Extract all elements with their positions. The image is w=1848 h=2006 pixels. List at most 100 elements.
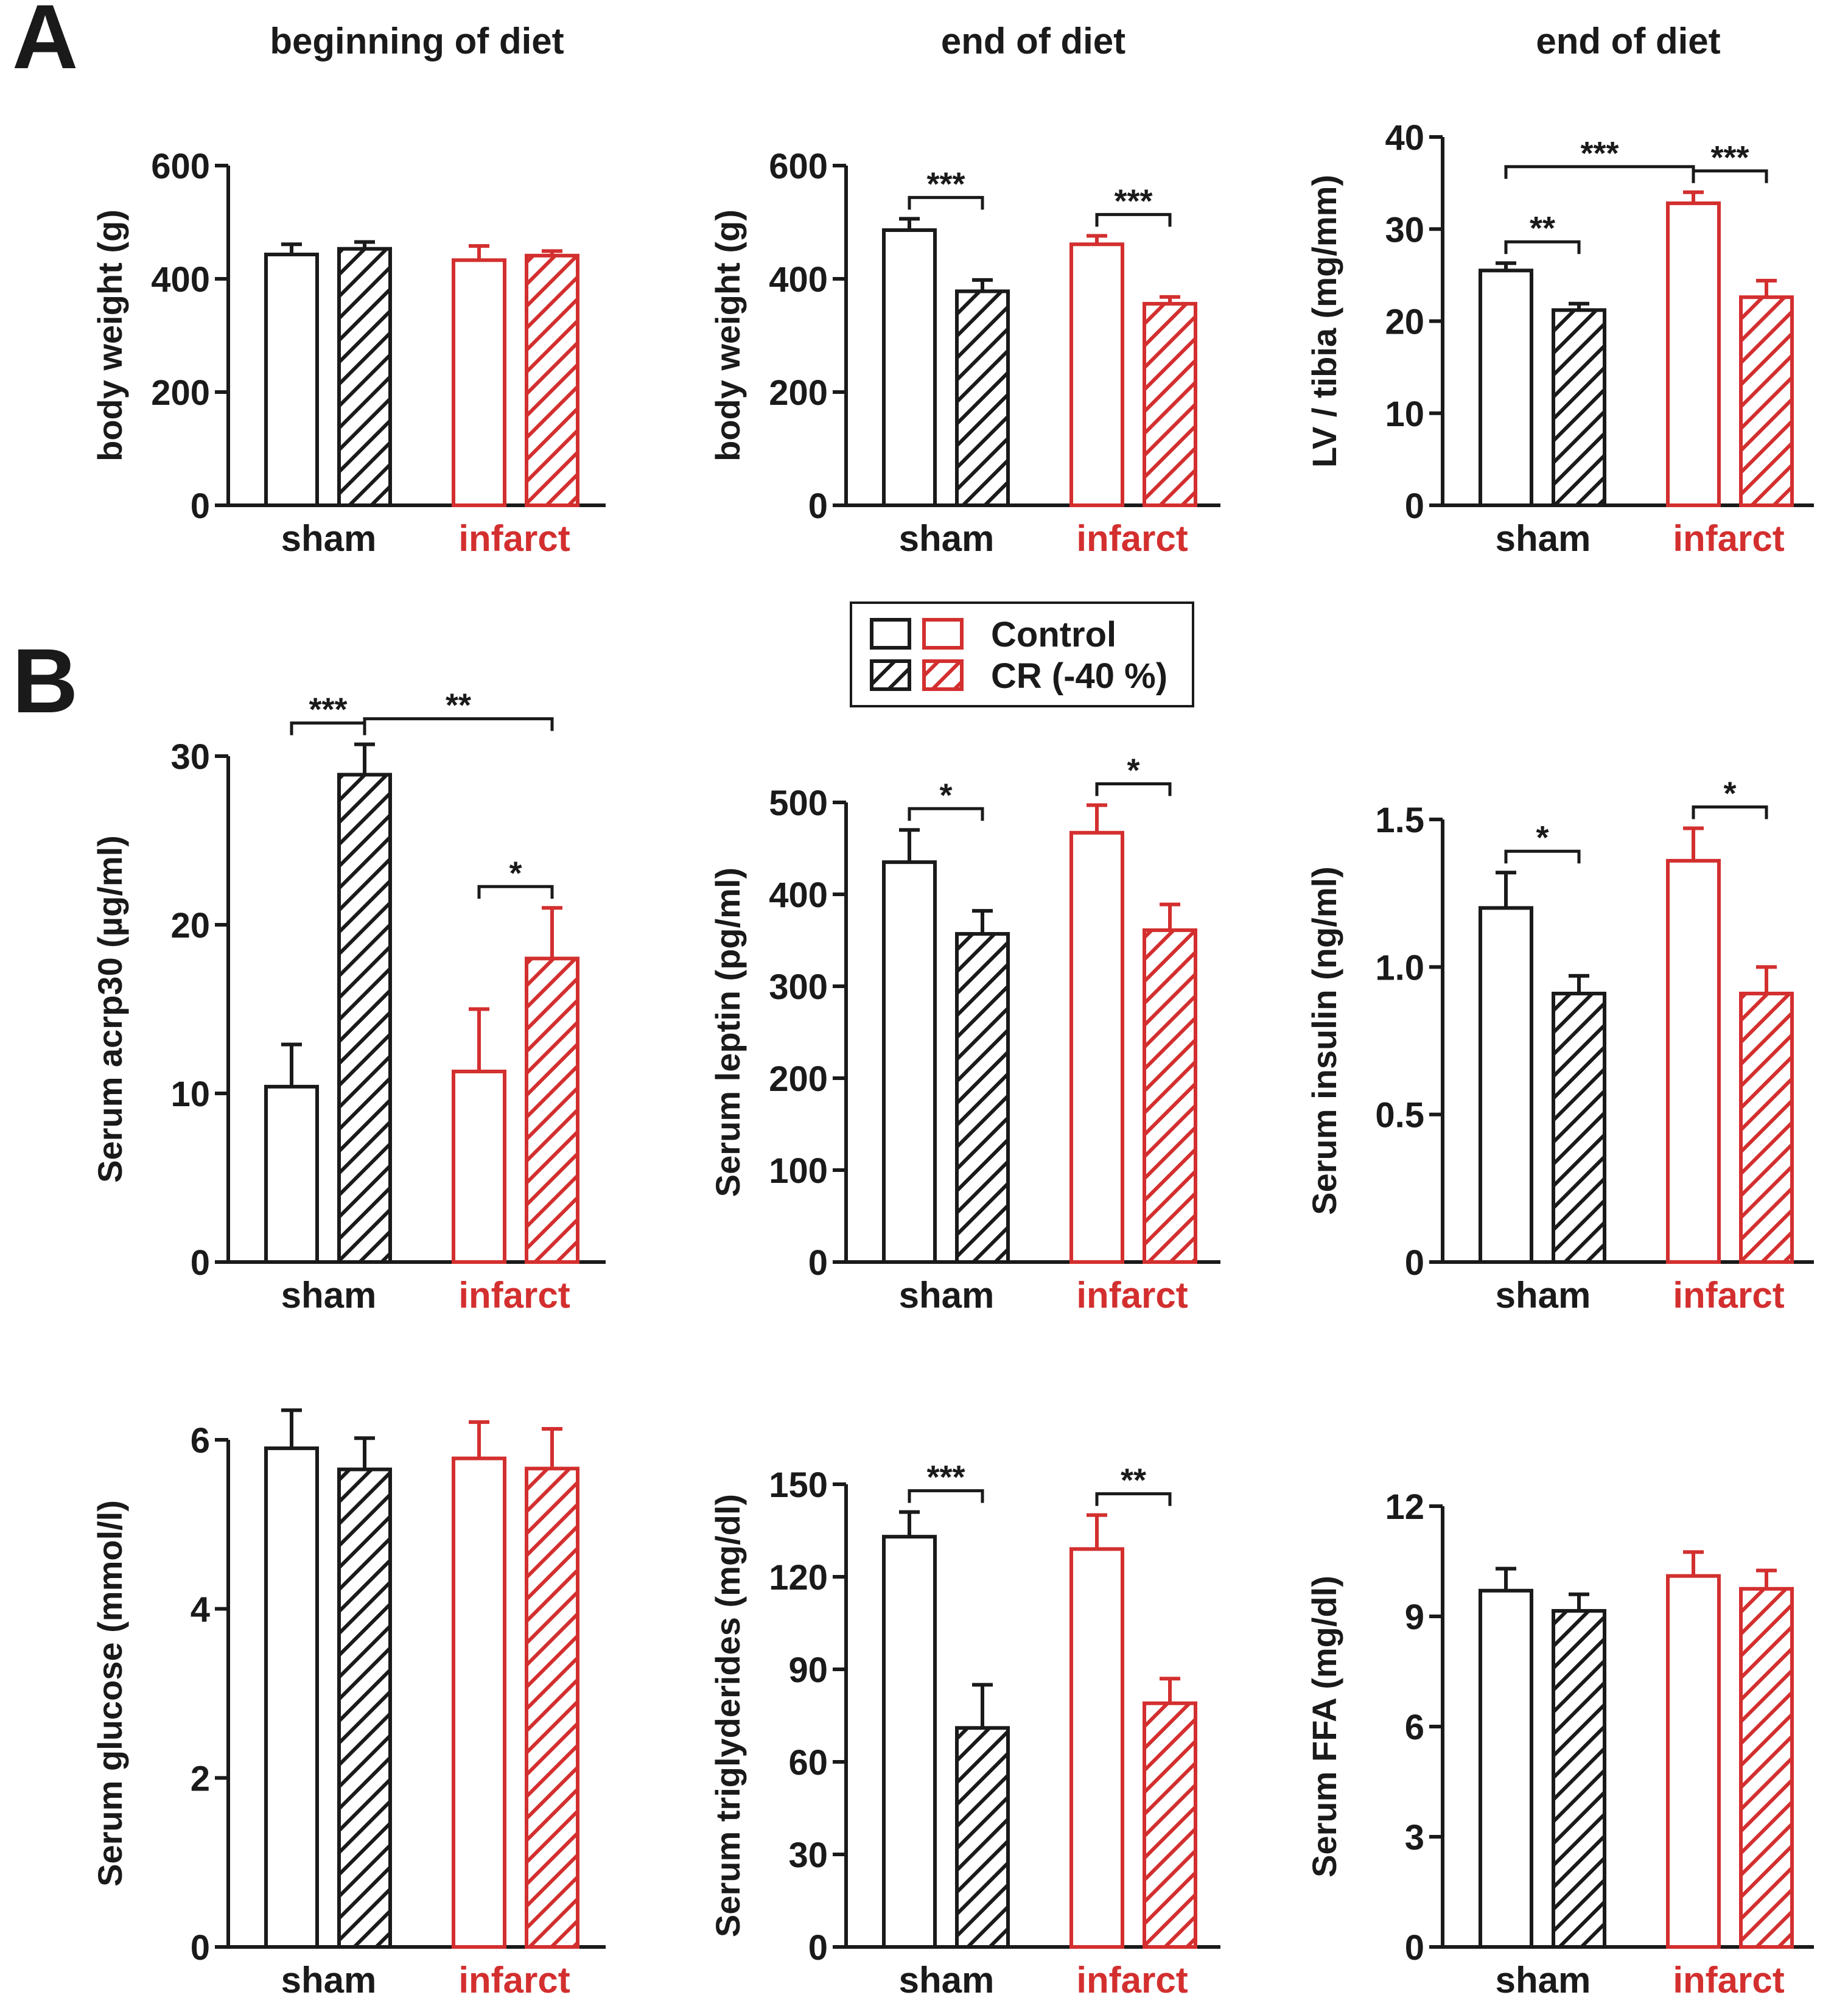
y-axis-label: body weight (g) (709, 209, 747, 461)
chart-1: beginning of diet 0 200 400 600 body weight (… (91, 21, 606, 559)
legend-control-label: Control (991, 615, 1116, 654)
bar-sham-control (1479, 268, 1533, 507)
y-tick-label: 600 (769, 147, 828, 186)
significance-label: * (509, 855, 522, 891)
bar-infarct-control (452, 1456, 506, 1949)
y-tick-label: 0 (808, 1928, 828, 1968)
significance-bracket (1692, 169, 1768, 183)
bar-sham-control (1479, 906, 1533, 1264)
x-group-label-sham: sham (1496, 518, 1591, 559)
significance-bracket (363, 717, 554, 731)
bar-sham-cr (955, 289, 1010, 507)
y-tick-label: 20 (1385, 303, 1424, 342)
x-group-label-sham: sham (281, 518, 377, 559)
y-tick-label: 0 (808, 1243, 828, 1283)
y-tick-label: 100 (769, 1151, 828, 1191)
y-tick-label: 0 (1405, 1928, 1424, 1968)
y-axis-label: Serum FFA (mg/dl) (1305, 1576, 1343, 1878)
bar-sham-control (264, 253, 319, 507)
bar-sham-cr (337, 773, 392, 1264)
legend-swatch-control-red (922, 618, 964, 650)
significance-label: *** (1710, 139, 1749, 176)
y-axis-label: Serum triglyderides (mg/dl) (709, 1494, 747, 1937)
y-tick-label: 30 (1385, 210, 1424, 250)
y-tick-label: 60 (788, 1743, 828, 1783)
chart-3: end of diet 0 10 20 30 40 LV / tibia (mg/mm) sh… (1305, 21, 1814, 559)
significance-bracket (477, 885, 554, 899)
y-tick-label: 3 (1405, 1818, 1424, 1857)
y-tick-label: 400 (769, 260, 828, 300)
y-tick-label: 0 (191, 1243, 210, 1283)
significance-label: ** (446, 687, 471, 724)
x-group-label-infarct: infarct (458, 1275, 570, 1316)
bar-infarct-cr (1739, 1587, 1794, 1949)
bar-infarct-cr (1739, 295, 1794, 507)
x-group-label-infarct: infarct (1673, 518, 1784, 559)
significance-label: * (1127, 752, 1139, 789)
significance-label: * (1723, 776, 1736, 812)
y-tick-label: 6 (1405, 1708, 1424, 1747)
y-axis-label: Serum leptin (pg/ml) (709, 868, 747, 1197)
chart-title: end of diet (1536, 21, 1720, 61)
chart-9: 0 3 6 9 12 Serum FFA (mg/dl) sham infarct (1305, 1487, 1814, 2001)
x-group-label-infarct: infarct (1076, 518, 1188, 559)
bar-infarct-cr (1143, 1701, 1197, 1949)
significance-label: *** (1580, 135, 1619, 172)
bar-infarct-control (1069, 830, 1124, 1264)
bar-infarct-control (1666, 1574, 1721, 1949)
y-tick-label: 40 (1385, 118, 1424, 158)
bar-infarct-control (1069, 242, 1124, 507)
y-tick-label: 1.5 (1375, 801, 1424, 840)
significance-bracket (1095, 1492, 1172, 1506)
y-tick-label: 600 (151, 147, 210, 186)
x-group-label-sham: sham (899, 1275, 995, 1316)
y-tick-label: 6 (191, 1421, 210, 1461)
panel-label-b: B (12, 630, 78, 732)
bar-infarct-cr (525, 253, 579, 507)
bar-sham-cr (337, 1467, 392, 1949)
x-group-label-infarct: infarct (1076, 1960, 1188, 2001)
significance-label: *** (926, 166, 965, 202)
legend-cr-label: CR (-40 %) (991, 656, 1167, 696)
bar-infarct-cr (1739, 991, 1794, 1264)
x-group-label-sham: sham (1496, 1960, 1591, 2001)
bar-sham-cr (337, 247, 392, 507)
y-tick-label: 200 (769, 1059, 828, 1099)
legend: Control CR (-40 %) (850, 601, 1194, 707)
x-group-label-infarct: infarct (1673, 1960, 1784, 2001)
bar-sham-cr (1552, 308, 1606, 507)
bar-sham-control (882, 228, 937, 507)
y-tick-label: 200 (769, 373, 828, 413)
significance-bracket (1504, 240, 1581, 254)
y-tick-label: 120 (769, 1558, 828, 1597)
y-tick-label: 200 (151, 373, 210, 413)
chart-2: end of diet 0 200 400 600 body weight (g) sham… (709, 21, 1220, 559)
panel-label-a: A (12, 0, 78, 88)
chart-title: beginning of diet (270, 21, 564, 61)
significance-label: ** (1121, 1462, 1146, 1499)
significance-label: *** (1114, 183, 1152, 219)
y-axis-label: Serum glucose (mmol/l) (91, 1500, 129, 1887)
bar-sham-control (264, 1446, 319, 1949)
bar-sham-cr (1552, 991, 1606, 1264)
bar-sham-cr (955, 1726, 1010, 1949)
x-group-label-sham: sham (281, 1960, 377, 2001)
y-tick-label: 2 (191, 1759, 210, 1798)
y-tick-label: 12 (1385, 1487, 1424, 1527)
chart-5: 0 100 200 300 400 500 Serum leptin (pg/ml) sham… (709, 752, 1220, 1316)
x-group-label-infarct: infarct (1076, 1275, 1188, 1316)
bar-infarct-control (1069, 1547, 1124, 1949)
y-tick-label: 0 (191, 486, 210, 526)
bar-sham-control (882, 860, 937, 1264)
bar-infarct-control (452, 1069, 506, 1264)
bar-infarct-cr (1143, 301, 1197, 507)
y-tick-label: 0.5 (1375, 1096, 1424, 1135)
x-group-label-sham: sham (281, 1275, 377, 1316)
bar-infarct-cr (525, 956, 579, 1264)
bar-sham-cr (1552, 1608, 1606, 1949)
significance-bracket (908, 1489, 984, 1503)
significance-label: * (1536, 819, 1549, 856)
bar-sham-control (1479, 1588, 1533, 1949)
